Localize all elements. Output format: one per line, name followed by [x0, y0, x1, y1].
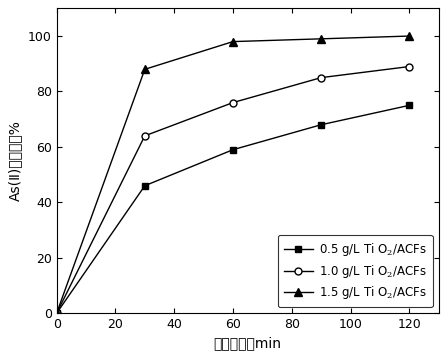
- 1.0 g/L Ti O$_2$/ACFs: [54, 311, 59, 316]
- 1.0 g/L Ti O$_2$/ACFs: [407, 64, 412, 69]
- 0.5 g/L Ti O$_2$/ACFs: [407, 103, 412, 107]
- 1.5 g/L Ti O$_2$/ACFs: [142, 67, 148, 71]
- Legend: 0.5 g/L Ti O$_2$/ACFs, 1.0 g/L Ti O$_2$/ACFs, 1.5 g/L Ti O$_2$/ACFs: 0.5 g/L Ti O$_2$/ACFs, 1.0 g/L Ti O$_2$/…: [278, 235, 433, 307]
- Line: 1.5 g/L Ti O$_2$/ACFs: 1.5 g/L Ti O$_2$/ACFs: [52, 32, 413, 317]
- 0.5 g/L Ti O$_2$/ACFs: [54, 311, 59, 316]
- Y-axis label: As(Ⅱ)氧化率，%: As(Ⅱ)氧化率，%: [8, 120, 22, 201]
- 1.0 g/L Ti O$_2$/ACFs: [318, 75, 324, 80]
- 1.5 g/L Ti O$_2$/ACFs: [230, 39, 236, 44]
- 1.5 g/L Ti O$_2$/ACFs: [54, 311, 59, 316]
- X-axis label: 光照时间，min: 光照时间，min: [214, 337, 282, 351]
- 1.5 g/L Ti O$_2$/ACFs: [318, 37, 324, 41]
- Line: 1.0 g/L Ti O$_2$/ACFs: 1.0 g/L Ti O$_2$/ACFs: [53, 63, 413, 317]
- 1.0 g/L Ti O$_2$/ACFs: [142, 134, 148, 138]
- 0.5 g/L Ti O$_2$/ACFs: [230, 148, 236, 152]
- 1.0 g/L Ti O$_2$/ACFs: [230, 101, 236, 105]
- 0.5 g/L Ti O$_2$/ACFs: [318, 123, 324, 127]
- 1.5 g/L Ti O$_2$/ACFs: [407, 34, 412, 38]
- Line: 0.5 g/L Ti O$_2$/ACFs: 0.5 g/L Ti O$_2$/ACFs: [53, 102, 413, 317]
- 0.5 g/L Ti O$_2$/ACFs: [142, 183, 148, 188]
